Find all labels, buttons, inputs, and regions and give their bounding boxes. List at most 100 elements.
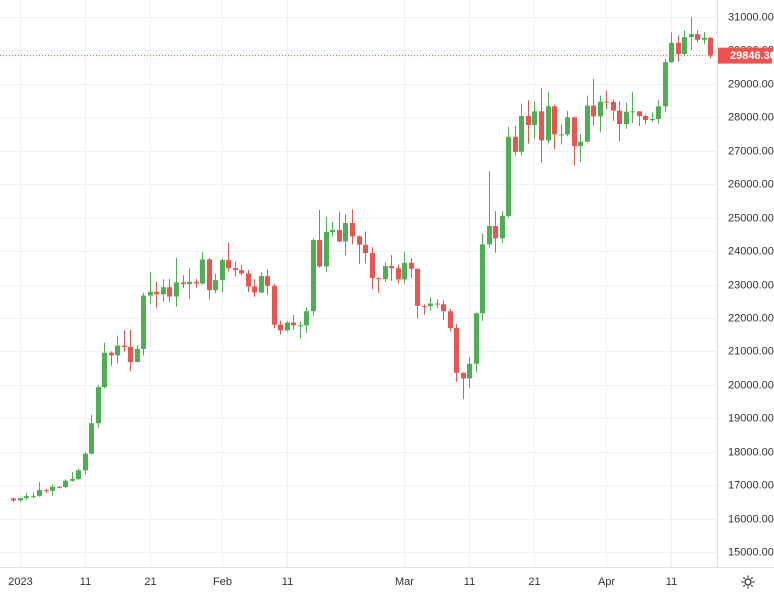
candle-body <box>50 486 55 491</box>
candle-body <box>572 117 577 147</box>
candle-body <box>259 276 264 293</box>
x-tick-label: Apr <box>598 576 615 588</box>
candle-body <box>578 141 583 147</box>
candle-body <box>304 311 309 326</box>
candle-body <box>637 111 642 117</box>
candle-body <box>357 236 362 245</box>
y-tick-label: 19000.00 <box>728 412 774 424</box>
candle-body <box>135 349 140 363</box>
candle-body <box>350 222 355 237</box>
candle-body <box>298 325 303 327</box>
candle-body <box>370 253 375 279</box>
y-tick-label: 16000.00 <box>728 513 774 525</box>
candle-body <box>630 111 635 113</box>
candle-body <box>24 496 29 499</box>
x-tick-label: 21 <box>144 576 156 588</box>
x-tick-label: 21 <box>528 576 540 588</box>
candle-body <box>695 34 700 40</box>
candle-body <box>611 101 616 111</box>
x-tick-label: Feb <box>213 576 232 588</box>
candle-body <box>324 232 329 267</box>
candle-body <box>474 313 479 364</box>
candle-body <box>669 42 674 63</box>
candle-body <box>167 287 172 297</box>
candle-body <box>591 105 596 117</box>
candle-body <box>656 106 661 120</box>
candle-body <box>44 490 49 492</box>
candle-body <box>83 453 88 471</box>
candle-body <box>194 281 199 284</box>
candle-body <box>689 34 694 38</box>
x-tick-label: 11 <box>282 576 293 588</box>
candle-body <box>454 327 459 373</box>
candle-body <box>233 268 238 271</box>
candle-body <box>676 42 681 55</box>
candle-body <box>115 345 120 356</box>
candle-body <box>435 303 440 305</box>
y-tick-label: 20000.00 <box>728 379 774 391</box>
candle-body <box>546 106 551 141</box>
candle-body <box>441 304 446 312</box>
last-price-box <box>718 47 772 64</box>
x-tick-label: 11 <box>464 576 475 588</box>
candle-body <box>598 101 603 117</box>
candle-body <box>226 260 231 269</box>
y-tick-label: 26000.00 <box>728 178 774 190</box>
candle-body <box>122 345 127 348</box>
candle-body <box>11 498 16 501</box>
axis-labels: 15000.00 16000.00 17000.00 18000.00 19000.00… <box>8 11 774 588</box>
candle-body <box>239 270 244 274</box>
y-tick-label: 28000.00 <box>728 111 774 123</box>
candle-body <box>708 37 713 56</box>
candle-body <box>154 291 159 295</box>
candle-body <box>480 244 485 314</box>
candles <box>0 17 717 503</box>
candle-body <box>585 105 590 142</box>
candle-body <box>513 136 518 152</box>
settings-icon[interactable] <box>741 575 755 589</box>
candle-body <box>552 106 557 135</box>
last-price-label: 29846.30 <box>730 50 774 62</box>
candle-body <box>102 352 107 388</box>
candle-body <box>415 268 420 306</box>
y-tick-label: 25000.00 <box>728 212 774 224</box>
candle-body <box>291 322 296 326</box>
candle-body <box>213 280 218 291</box>
candle-body <box>187 281 192 285</box>
candle-body <box>89 423 94 454</box>
candle-body <box>506 136 511 216</box>
candle-body <box>37 490 42 497</box>
candle-body <box>624 111 629 125</box>
candle-body <box>109 352 114 356</box>
candle-body <box>317 240 322 267</box>
candle-body <box>272 285 277 325</box>
candle-body <box>650 119 655 121</box>
candle-body <box>18 498 23 501</box>
y-tick-label: 24000.00 <box>728 245 774 257</box>
candle-body <box>617 110 622 125</box>
candle-body <box>141 295 146 350</box>
candle-body <box>559 134 564 136</box>
candle-body <box>207 259 212 291</box>
candle-body <box>604 101 609 103</box>
candle-body <box>500 215 505 239</box>
candle-body <box>246 273 251 287</box>
candle-body <box>402 262 407 280</box>
candle-body <box>311 240 316 312</box>
candle-body <box>428 303 433 307</box>
candle-body <box>383 266 388 280</box>
candle-body <box>702 37 707 40</box>
y-tick-label: 27000.00 <box>728 145 774 157</box>
grid <box>0 0 717 567</box>
y-tick-label: 22000.00 <box>728 312 774 324</box>
x-tick-label: 11 <box>80 576 91 588</box>
candle-body <box>337 230 342 242</box>
candle-body <box>493 225 498 239</box>
candle-body <box>31 496 36 498</box>
candle-body <box>519 116 524 152</box>
y-tick-label: 17000.00 <box>728 479 774 491</box>
candle-body <box>539 111 544 141</box>
candle-body <box>96 387 101 424</box>
candle-body <box>663 62 668 107</box>
